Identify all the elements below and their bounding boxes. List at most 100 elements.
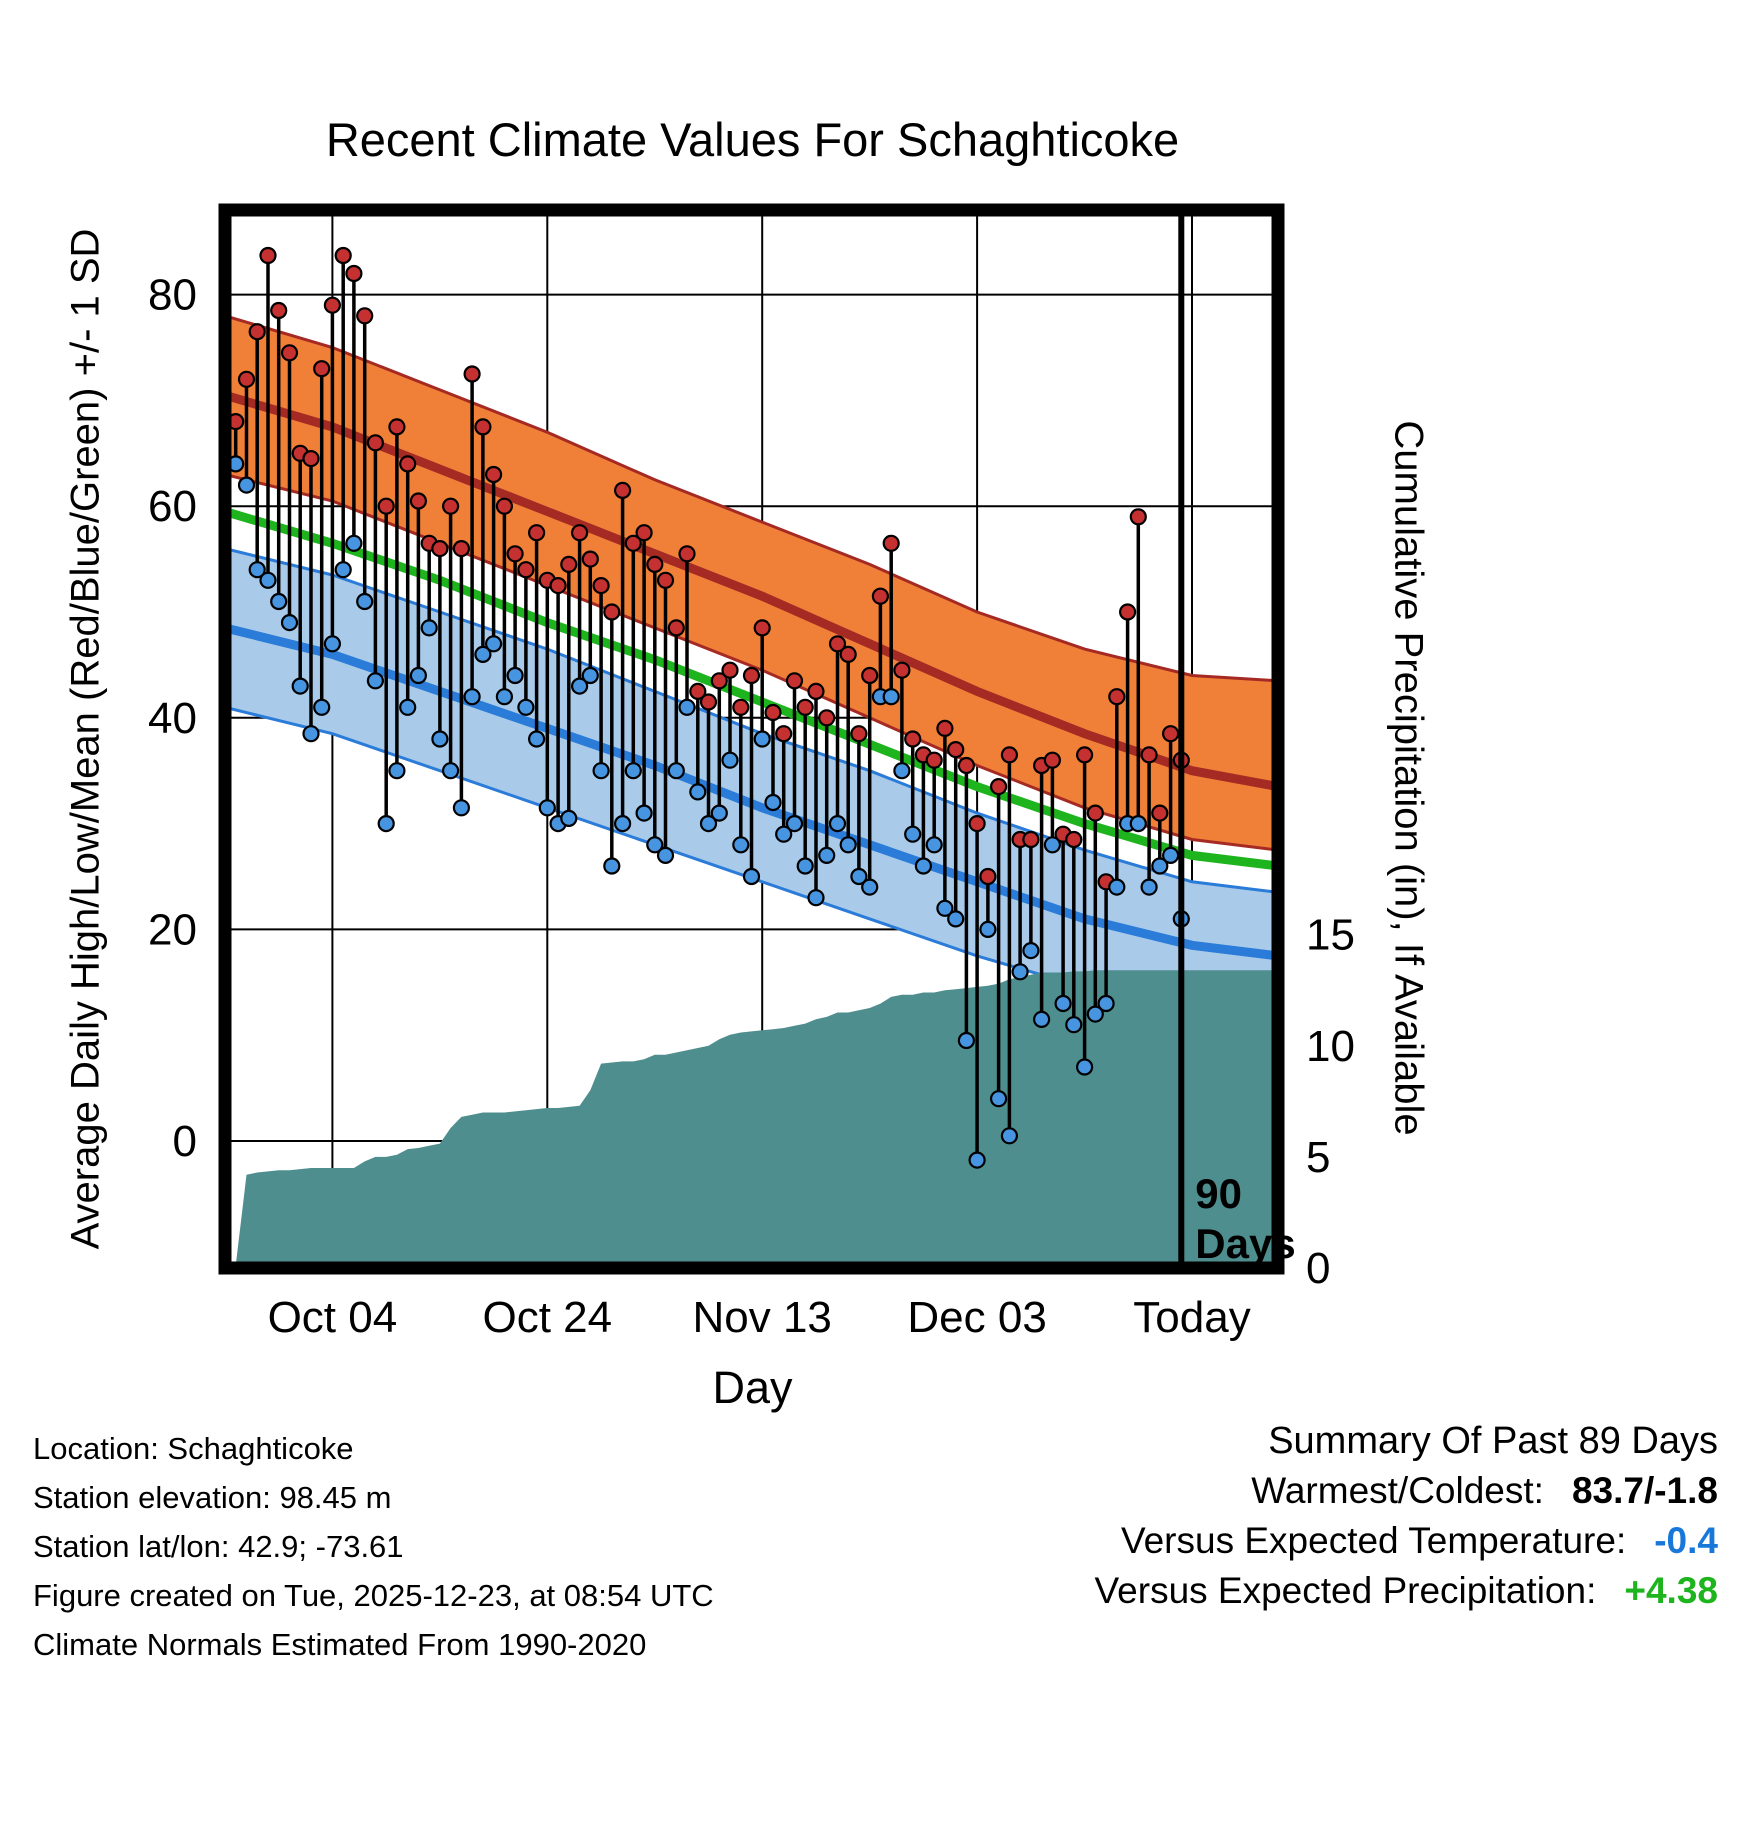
- y-left-tick-label: 80: [148, 271, 197, 320]
- daily-low-dot: [968, 1151, 986, 1169]
- daily-high-dot: [753, 619, 771, 637]
- daily-high-dot: [527, 524, 546, 542]
- daily-low-dot: [560, 809, 578, 828]
- daily-low-dot: [732, 836, 750, 854]
- daily-high-dot: [399, 455, 417, 473]
- daily-low-dot: [1151, 857, 1169, 875]
- daily-low-dot: [775, 825, 793, 843]
- daily-high-dot: [388, 418, 406, 436]
- daily-low-dot: [624, 762, 642, 780]
- y-left-tick-label: 20: [148, 905, 197, 954]
- daily-high-dot: [1108, 688, 1126, 706]
- daily-low-dot: [280, 613, 299, 632]
- daily-high-dot: [861, 666, 879, 685]
- daily-low-dot: [517, 698, 535, 716]
- daily-high-dot: [506, 545, 524, 563]
- daily-low-dot: [592, 762, 610, 780]
- x-tick-label: Today: [1133, 1293, 1250, 1342]
- daily-high-dot: [624, 534, 642, 552]
- daily-low-dot: [259, 571, 277, 589]
- daily-high-dot: [356, 307, 374, 325]
- daily-high-dot: [764, 703, 782, 722]
- daily-low-dot: [1129, 814, 1147, 833]
- normal-high-line: [220, 390, 1283, 792]
- daily-high-dot: [678, 545, 696, 563]
- daily-high-dot: [517, 561, 535, 579]
- footer-info: Location: Schaghticoke Station elevation…: [33, 1424, 714, 1669]
- daily-low-dot: [399, 698, 417, 716]
- x-tick-label: Dec 03: [907, 1293, 1046, 1342]
- daily-high-dot: [302, 450, 320, 468]
- daily-high-dot: [485, 465, 503, 484]
- daily-low-dot: [839, 836, 857, 854]
- daily-low-dot: [485, 635, 503, 653]
- summary-row-vs-precipitation: Versus Expected Precipitation: +4.38: [1095, 1566, 1718, 1616]
- daily-low-dot: [721, 751, 739, 769]
- daily-high-dot: [850, 725, 868, 743]
- daily-high-dot: [925, 751, 943, 769]
- daily-low-dot: [1097, 994, 1115, 1013]
- y-right-tick-label: 5: [1306, 1133, 1330, 1182]
- daily-high-dot: [1118, 603, 1137, 621]
- daily-low-dot: [667, 762, 685, 780]
- daily-high-dot: [560, 555, 578, 574]
- daily-high-dot: [592, 576, 610, 595]
- daily-high-dot: [442, 497, 460, 515]
- footer-created: Figure created on Tue, 2025-12-23, at 08…: [33, 1578, 714, 1613]
- daily-high-dot: [345, 264, 363, 283]
- daily-low-dot: [656, 846, 675, 865]
- daily-low-dot: [291, 677, 309, 695]
- daily-low-dot: [893, 762, 911, 780]
- daily-low-dot: [678, 698, 696, 716]
- daily-low-dot: [313, 698, 331, 716]
- daily-high-dot: [893, 661, 911, 679]
- daily-low-dot: [979, 920, 997, 939]
- daily-low-dot: [302, 725, 320, 743]
- daily-high-dot: [646, 555, 664, 574]
- daily-low-dot: [1140, 878, 1158, 896]
- daily-low-dot: [635, 804, 653, 822]
- daily-high-dot: [882, 534, 900, 552]
- daily-high-dot: [1065, 830, 1083, 849]
- daily-high-dot: [452, 539, 470, 558]
- daily-low-dot: [1086, 1005, 1104, 1023]
- daily-high-dot: [313, 360, 331, 378]
- daily-low-dot: [538, 799, 556, 817]
- daily-low-dot: [248, 561, 266, 579]
- daily-high-dot: [1043, 751, 1062, 769]
- daily-high-dot: [839, 645, 857, 664]
- summary-row-vs-temperature: Versus Expected Temperature: -0.4: [1095, 1516, 1718, 1566]
- y-left-tick-label: 60: [148, 482, 197, 531]
- y-right-tick-label: 15: [1306, 911, 1355, 960]
- daily-low-dot: [818, 846, 836, 865]
- y-left-tick-label: 0: [173, 1117, 197, 1166]
- daily-high-dot: [495, 497, 513, 515]
- daily-low-dot: [474, 645, 492, 664]
- daily-low-dot: [495, 688, 513, 706]
- daily-high-dot: [968, 814, 986, 833]
- daily-low-dot: [237, 476, 256, 494]
- daily-high-dot: [463, 365, 481, 383]
- daily-high-dot: [635, 524, 653, 542]
- daily-low-dot: [646, 836, 664, 854]
- daily-high-dot: [1161, 725, 1180, 743]
- daily-high-dot: [936, 719, 954, 738]
- daily-low-dot: [270, 592, 288, 611]
- daily-low-dot: [388, 762, 406, 780]
- summary-panel: Summary Of Past 89 Days Warmest/Coldest:…: [1095, 1416, 1718, 1616]
- daily-high-dot: [871, 587, 890, 605]
- daily-low-dot: [1000, 1127, 1019, 1145]
- daily-low-dot: [431, 730, 449, 748]
- y-left-tick-label: 40: [148, 694, 197, 743]
- daily-high-dot: [1086, 804, 1104, 822]
- daily-low-dot: [377, 814, 395, 833]
- daily-high-dot: [689, 682, 707, 701]
- daily-low-dot: [527, 730, 546, 748]
- x-tick-label: Nov 13: [692, 1293, 831, 1342]
- daily-low-dot: [1032, 1010, 1051, 1029]
- daily-low-dot: [850, 867, 868, 886]
- daily-low-dot: [1022, 941, 1040, 960]
- daily-low-dot: [1065, 1016, 1083, 1034]
- x-tick-label: Oct 04: [268, 1293, 398, 1342]
